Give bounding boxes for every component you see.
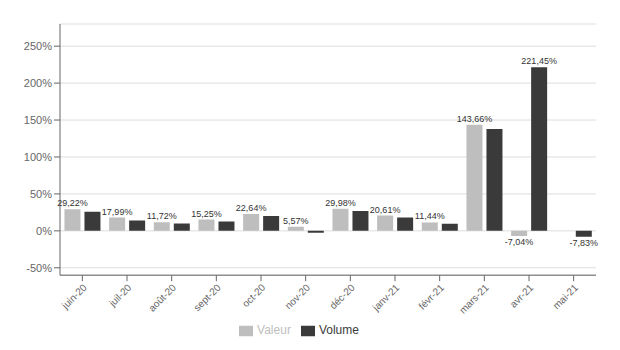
svg-text:5,57%: 5,57%	[283, 216, 309, 226]
svg-text:20,61%: 20,61%	[370, 205, 401, 215]
svg-text:17,99%: 17,99%	[102, 207, 133, 217]
svg-text:juin-20: juin-20	[59, 282, 89, 312]
svg-text:avr-21: avr-21	[508, 282, 536, 310]
svg-text:juil-20: juil-20	[106, 282, 134, 310]
svg-text:mars-21: mars-21	[457, 282, 491, 316]
svg-text:150%: 150%	[24, 114, 52, 126]
svg-text:janv-21: janv-21	[370, 282, 402, 314]
svg-text:100%: 100%	[24, 151, 52, 163]
svg-text:50%: 50%	[30, 188, 52, 200]
svg-text:143,66%: 143,66%	[457, 114, 493, 124]
svg-text:11,72%: 11,72%	[147, 211, 177, 221]
svg-text:250%: 250%	[24, 40, 52, 52]
svg-text:nov-20: nov-20	[283, 282, 313, 312]
html-text:Volume: Volume	[318, 323, 359, 338]
svg-text:-7,83%: -7,83%	[570, 238, 599, 248]
svg-text:22,64%: 22,64%	[236, 203, 267, 213]
svg-text:221,45%: 221,45%	[521, 56, 557, 66]
svg-text:-50%: -50%	[26, 262, 52, 274]
svg-text:sept-20: sept-20	[191, 282, 223, 314]
svg-text:0%: 0%	[36, 225, 52, 237]
svg-text:déc-20: déc-20	[327, 282, 357, 312]
svg-text:août-20: août-20	[146, 282, 178, 314]
svg-text:29,98%: 29,98%	[325, 198, 356, 208]
html-text:Valeur: Valeur	[257, 323, 291, 338]
svg-text:11,44%: 11,44%	[415, 211, 445, 221]
svg-text:mai-21: mai-21	[551, 282, 581, 312]
svg-text:29,22%: 29,22%	[57, 198, 88, 208]
svg-text:200%: 200%	[24, 77, 52, 89]
svg-text:15,25%: 15,25%	[191, 209, 222, 219]
svg-text:oct-20: oct-20	[240, 282, 268, 310]
svg-text:-7,04%: -7,04%	[505, 237, 534, 247]
svg-text:févr-21: févr-21	[416, 282, 446, 312]
